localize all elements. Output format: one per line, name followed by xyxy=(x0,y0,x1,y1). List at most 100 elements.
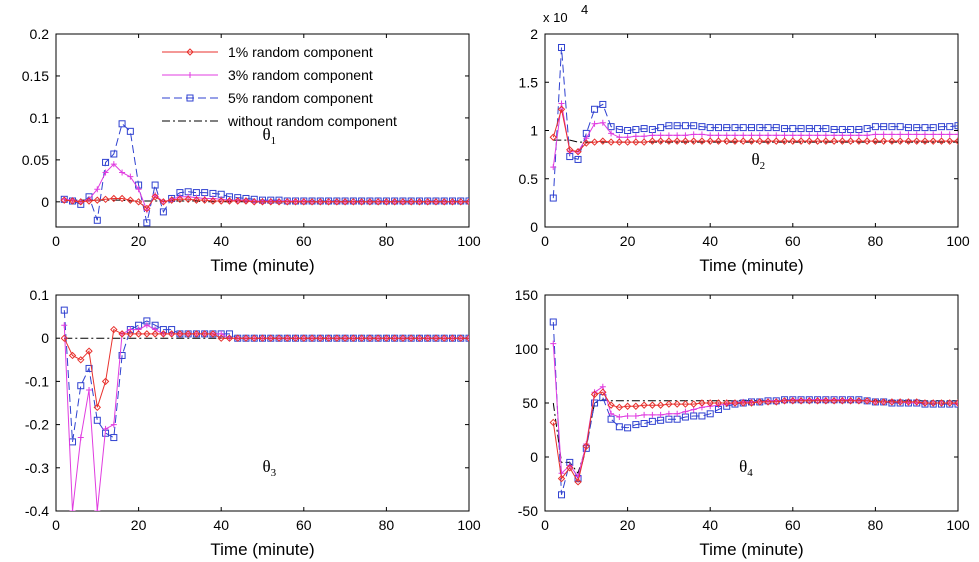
data-point-13 xyxy=(648,137,657,145)
data-point-14 xyxy=(656,401,665,409)
data-point-47 xyxy=(929,137,937,145)
data-point-15 xyxy=(665,137,673,145)
data-point-4 xyxy=(85,197,93,205)
data-point-30 xyxy=(789,137,797,145)
data-point-14 xyxy=(657,124,665,132)
data-point-20 xyxy=(707,132,714,139)
data-point-18 xyxy=(690,122,698,130)
data-point-33 xyxy=(814,125,822,133)
data-point-3 xyxy=(566,464,574,472)
data-point-38 xyxy=(366,334,374,342)
data-point-8 xyxy=(608,410,615,417)
data-point-5 xyxy=(582,139,591,147)
data-point-46 xyxy=(921,124,929,132)
data-point-7 xyxy=(599,100,607,108)
data-point-46 xyxy=(921,137,929,145)
data-point-46 xyxy=(921,399,929,407)
data-point-4 xyxy=(574,478,582,486)
data-point-16 xyxy=(673,137,681,145)
data-point-1 xyxy=(550,340,557,347)
data-point-20 xyxy=(706,137,714,145)
data-point-7 xyxy=(599,388,607,396)
data-point-21 xyxy=(715,132,722,139)
data-point-41 xyxy=(880,131,887,138)
data-point-18 xyxy=(200,330,209,338)
data-point-21 xyxy=(714,124,722,132)
data-point-6 xyxy=(590,390,599,399)
data-point-48 xyxy=(937,123,945,131)
data-point-24 xyxy=(740,132,747,139)
data-point-11 xyxy=(632,412,639,419)
data-point-50 xyxy=(954,137,958,145)
data-point-12 xyxy=(151,193,159,201)
data-point-25 xyxy=(258,198,267,206)
series-line xyxy=(63,328,469,408)
data-point-27 xyxy=(765,132,772,139)
data-point-5 xyxy=(582,442,591,450)
series-line xyxy=(552,109,958,153)
data-point-17 xyxy=(682,408,689,415)
x-axis-label: Time (minute) xyxy=(210,540,314,559)
data-point-48 xyxy=(937,137,946,145)
data-point-11 xyxy=(143,330,151,338)
y-tick-label: -0.3 xyxy=(25,460,49,476)
axes-box xyxy=(55,294,470,512)
data-point-9 xyxy=(616,414,623,421)
data-point-5 xyxy=(93,196,102,204)
data-point-21 xyxy=(225,197,234,205)
data-point-18 xyxy=(689,400,698,408)
data-point-11 xyxy=(632,126,640,134)
data-point-7 xyxy=(599,119,606,126)
data-point-8 xyxy=(607,401,615,409)
data-point-23 xyxy=(731,399,739,407)
axis-multiplier-exponent: 4 xyxy=(581,2,588,17)
x-tick-label: 20 xyxy=(620,233,636,249)
data-point-35 xyxy=(341,198,349,206)
y-tick-label: 1.5 xyxy=(519,74,539,90)
data-point-29 xyxy=(780,397,789,405)
data-point-6 xyxy=(102,169,109,176)
data-point-22 xyxy=(723,137,731,145)
data-point-13 xyxy=(648,417,656,425)
data-point-27 xyxy=(275,334,283,342)
data-point-12 xyxy=(641,133,648,140)
data-point-10 xyxy=(623,138,632,146)
data-point-28 xyxy=(773,132,780,139)
data-point-50 xyxy=(955,131,958,138)
y-tick-label: -0.1 xyxy=(25,373,49,389)
y-tick-label: 0.05 xyxy=(22,152,49,168)
x-tick-label: 0 xyxy=(541,233,549,249)
data-point-27 xyxy=(764,124,772,132)
series-3 xyxy=(549,44,958,202)
series-line xyxy=(552,343,958,478)
data-point-7 xyxy=(110,150,118,158)
data-point-19 xyxy=(698,399,706,407)
data-point-9 xyxy=(126,127,134,135)
annotation-symbol: θ xyxy=(263,457,271,476)
data-point-37 xyxy=(846,137,855,145)
x-tick-label: 100 xyxy=(946,233,970,249)
data-point-8 xyxy=(118,351,126,359)
data-point-30 xyxy=(300,198,308,206)
data-point-1 xyxy=(549,418,557,427)
data-point-1 xyxy=(61,322,68,329)
data-point-44 xyxy=(904,124,912,132)
data-point-6 xyxy=(591,120,598,127)
data-point-7 xyxy=(599,137,607,145)
data-point-7 xyxy=(110,421,117,428)
data-point-14 xyxy=(657,132,664,139)
data-point-2 xyxy=(557,105,566,113)
data-point-11 xyxy=(632,133,639,140)
data-point-23 xyxy=(242,334,250,342)
data-point-34 xyxy=(333,198,341,206)
data-point-31 xyxy=(798,132,805,139)
series-3 xyxy=(60,306,469,446)
series-line xyxy=(552,47,958,199)
x-tick-label: 20 xyxy=(131,233,147,249)
x-axis-label: Time (minute) xyxy=(699,540,803,559)
subplot-1: 0 20 40 60 80 100 0 0.05 0.1 0.15 0.2 Time (minute)… xyxy=(22,26,481,275)
series-1 xyxy=(60,325,469,412)
data-point-39 xyxy=(374,334,382,342)
data-point-26 xyxy=(756,137,764,145)
data-point-legend-2 xyxy=(187,72,193,78)
